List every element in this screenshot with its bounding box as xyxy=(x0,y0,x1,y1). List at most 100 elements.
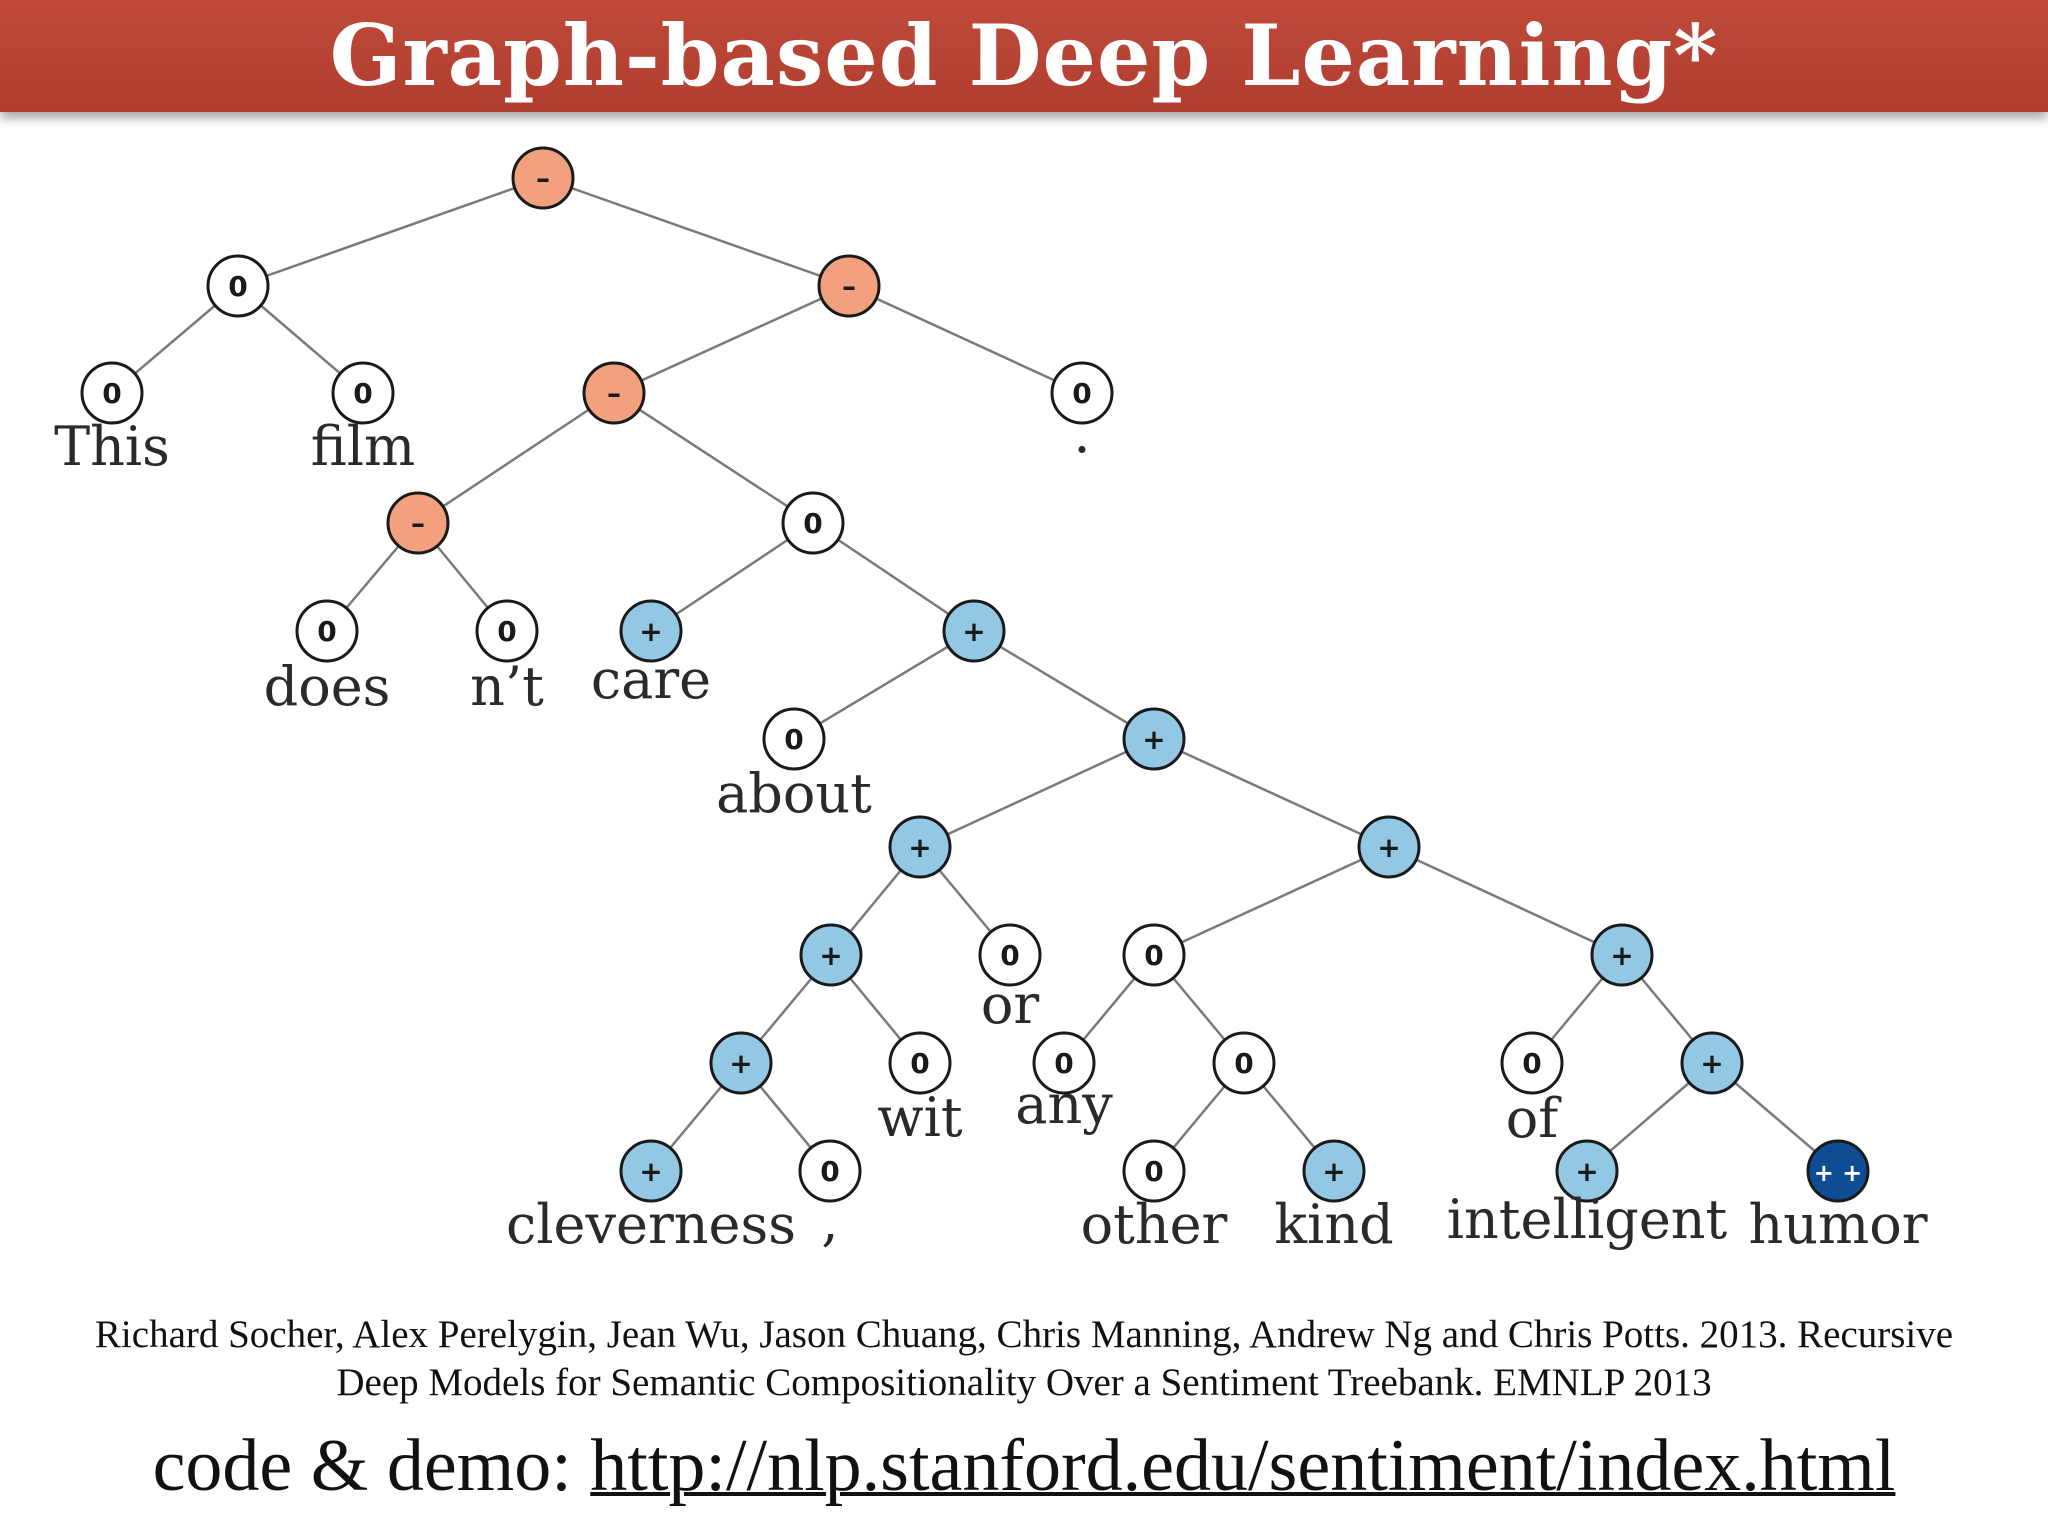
tree-edge xyxy=(812,521,975,633)
sentiment-node-label: 0 xyxy=(353,377,372,410)
sentiment-node-label: + xyxy=(1575,1155,1598,1188)
sentiment-node-label: + xyxy=(962,615,985,648)
word-this: This xyxy=(54,415,170,478)
tree-node-about: 0 xyxy=(762,707,826,771)
tree-node-kind: + xyxy=(1302,1139,1366,1203)
tree-node-nt: 0 xyxy=(475,599,539,663)
sentiment-node-label: 0 xyxy=(803,507,822,540)
demo-link[interactable]: http://nlp.stanford.edu/sentiment/index.… xyxy=(590,1425,1896,1507)
tree-edge xyxy=(542,176,850,288)
sentiment-parse-tree: – 0 0 0 – – 0 – 0 0 0 + +0 + + + + + 0 0 0 +0 0 0 0 + +0 + + + + This… xyxy=(54,146,1928,1256)
sentiment-node-circle xyxy=(888,815,952,879)
tree-nodes: – 0 0 0 – – 0 – 0 0 0 + +0 + + + + + 0 0 0 +0 0 0 0 + +0 + + + + xyxy=(80,146,1870,1203)
sentiment-node-circle xyxy=(762,707,826,771)
tree-edge xyxy=(848,284,1083,395)
word-about: about xyxy=(716,762,872,825)
sentiment-node-circle xyxy=(1122,707,1186,771)
word-period: . xyxy=(1073,402,1090,465)
sentiment-node-circle xyxy=(1212,1031,1276,1095)
tree-node-or_any: + xyxy=(1357,815,1421,879)
word-does: does xyxy=(264,655,391,718)
tree-edge xyxy=(237,176,544,288)
tree-node-clev_wit_inner: + xyxy=(799,923,863,987)
sentiment-node-circle xyxy=(1500,1031,1564,1095)
sentiment-node-circle xyxy=(80,361,144,425)
word-film: film xyxy=(311,415,416,478)
word-or: or xyxy=(981,973,1040,1036)
sentiment-node-circle xyxy=(1032,1031,1096,1095)
sentiment-node-circle xyxy=(942,599,1006,663)
tree-node-cleverness: + xyxy=(619,1139,683,1203)
sentiment-node-circle xyxy=(1122,1139,1186,1203)
sentiment-node-label: 0 xyxy=(910,1047,929,1080)
sentiment-node-label: + xyxy=(639,1155,662,1188)
sentiment-node-label: 0 xyxy=(228,270,247,303)
tree-node-does: 0 xyxy=(295,599,359,663)
sentiment-node-label: + xyxy=(639,615,662,648)
sentiment-node-circle xyxy=(798,1139,862,1203)
sentiment-node-circle xyxy=(331,361,395,425)
title-banner: Graph-based Deep Learning* xyxy=(0,0,2048,112)
tree-node-root: – xyxy=(511,146,575,210)
tree-node-of: 0 xyxy=(1500,1031,1564,1095)
tree-edge xyxy=(973,629,1155,741)
sentiment-node-label: + xyxy=(1322,1155,1345,1188)
tree-node-or: 0 xyxy=(978,923,1042,987)
sentiment-node-label: + xyxy=(819,939,842,972)
sentiment-node-circle xyxy=(799,923,863,987)
word-intelligent: intelligent xyxy=(1447,1188,1728,1251)
tree-node-film: 0 xyxy=(331,361,395,425)
tree-edge xyxy=(793,629,975,741)
sentiment-node-circle xyxy=(295,599,359,663)
sentiment-node-label: 0 xyxy=(497,615,516,648)
tree-node-of_pp: + xyxy=(1590,923,1654,987)
citation-line-2: Deep Models for Semantic Compositionalit… xyxy=(336,1361,1712,1404)
sentiment-node-label: 0 xyxy=(317,615,336,648)
sentiment-node-label: + + xyxy=(1814,1159,1863,1187)
tree-edge xyxy=(613,391,814,525)
sentiment-node-label: 0 xyxy=(1054,1047,1073,1080)
tree-node-vp: – xyxy=(582,361,646,425)
tree-edge xyxy=(1153,737,1390,849)
tree-edge xyxy=(1153,845,1390,957)
sentiment-node-label: – xyxy=(411,507,425,540)
word-cleverness: cleverness xyxy=(506,1193,796,1256)
tree-node-care: + xyxy=(619,599,683,663)
tree-node-clev_comma: + xyxy=(709,1031,773,1095)
tree-edge xyxy=(919,737,1155,849)
tree-edge xyxy=(1388,845,1623,957)
tree-node-humor: + + xyxy=(1806,1139,1870,1203)
demo-prefix: code & demo: xyxy=(152,1425,591,1507)
tree-edge xyxy=(417,391,615,525)
tree-node-this: 0 xyxy=(80,361,144,425)
sentiment-node-label: 0 xyxy=(1000,939,1019,972)
sentiment-node-circle xyxy=(978,923,1042,987)
sentiment-node-circle xyxy=(619,1139,683,1203)
sentiment-node-label: – xyxy=(842,270,856,303)
sentiment-node-circle xyxy=(1357,815,1421,879)
tree-node-about_pp: + xyxy=(942,599,1006,663)
citation-line-1: Richard Socher, Alex Perelygin, Jean Wu,… xyxy=(94,1313,1954,1356)
tree-node-intel_humor: + xyxy=(1680,1031,1744,1095)
sentiment-node-label: 0 xyxy=(820,1155,839,1188)
sentiment-node-circle xyxy=(817,254,881,318)
sentiment-node-circle xyxy=(1806,1139,1870,1203)
tree-node-vp_period: – xyxy=(817,254,881,318)
sentiment-node-circle xyxy=(888,1031,952,1095)
sentiment-node-label: + xyxy=(1142,723,1165,756)
tree-edge xyxy=(613,284,850,395)
sentiment-node-circle xyxy=(709,1031,773,1095)
sentiment-node-circle xyxy=(475,599,539,663)
tree-node-intelligent: + xyxy=(1555,1139,1619,1203)
sentiment-node-circle xyxy=(1122,923,1186,987)
sentiment-node-label: + xyxy=(1610,939,1633,972)
sentiment-node-circle xyxy=(619,599,683,663)
sentiment-node-circle xyxy=(206,254,270,318)
tree-node-care_about: 0 xyxy=(781,491,845,555)
sentiment-node-circle xyxy=(1680,1031,1744,1095)
sentiment-node-label: + xyxy=(1377,831,1400,864)
tree-node-other: 0 xyxy=(1122,1139,1186,1203)
tree-node-this_film: 0 xyxy=(206,254,270,318)
sentiment-node-label: 0 xyxy=(1144,939,1163,972)
